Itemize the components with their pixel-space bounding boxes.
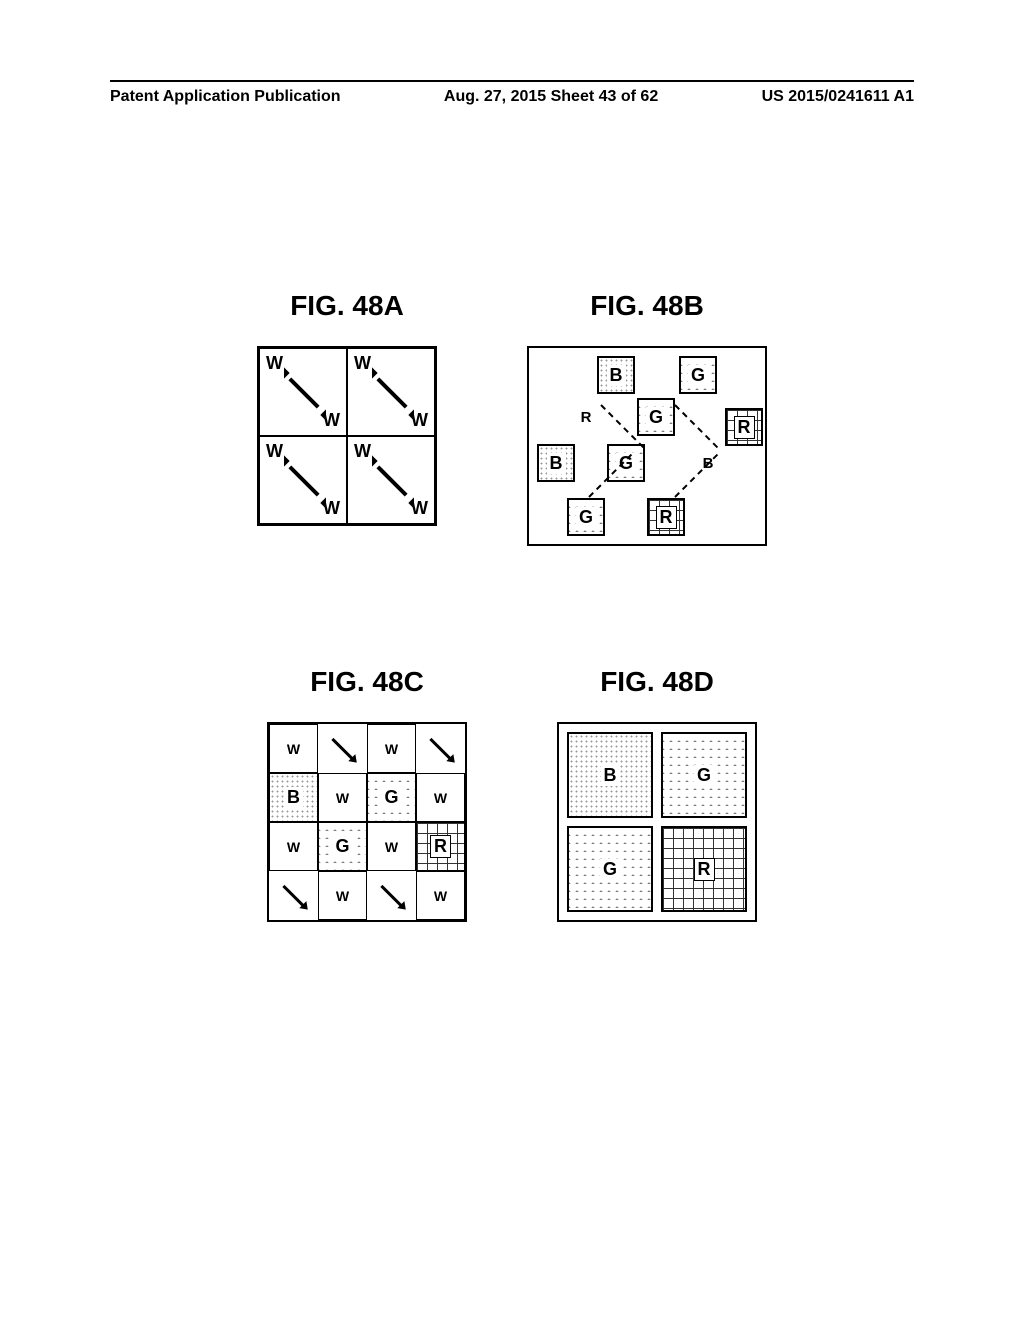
cell-label: R bbox=[430, 835, 451, 858]
diagonal-arrow-icon bbox=[370, 459, 416, 505]
figure-48d: FIG. 48D B G G R bbox=[557, 666, 757, 922]
cell-label: B bbox=[601, 765, 620, 786]
cell-label: R bbox=[694, 858, 715, 881]
pixel-cell: G bbox=[567, 826, 653, 912]
cell-label: W bbox=[385, 741, 398, 757]
cell-label: B bbox=[284, 787, 303, 808]
cell-label: G bbox=[600, 859, 620, 880]
cell-label: W bbox=[434, 888, 447, 904]
grid-cell bbox=[318, 724, 367, 773]
cell-label: G bbox=[381, 787, 401, 808]
diagonal-arrow-icon bbox=[380, 884, 403, 907]
cell-label: R bbox=[581, 409, 592, 426]
figure-48a-title: FIG. 48A bbox=[290, 290, 404, 322]
grid-cell: W bbox=[318, 773, 367, 822]
grid-cell: G bbox=[318, 822, 367, 871]
cell-label: W bbox=[287, 741, 300, 757]
diagonal-arrow-icon bbox=[429, 737, 452, 760]
grid-cell: W W bbox=[347, 436, 435, 524]
cell-label: G bbox=[616, 453, 636, 474]
figure-48b-title: FIG. 48B bbox=[590, 290, 704, 322]
cell-label: B bbox=[607, 365, 626, 386]
pixel-cell: G bbox=[661, 732, 747, 818]
grid-cell: W W bbox=[259, 348, 347, 436]
grid-cell: G bbox=[367, 773, 416, 822]
diagonal-arrow-icon bbox=[282, 884, 305, 907]
pixel-cell: G bbox=[637, 398, 675, 436]
diagonal-arrow-icon bbox=[370, 371, 416, 417]
diagonal-arrow-icon bbox=[282, 371, 328, 417]
figure-48b: FIG. 48B B G R G R B G B G R bbox=[527, 290, 767, 546]
figure-48a: FIG. 48A W W W W W W W bbox=[257, 290, 437, 546]
pixel-cell: R bbox=[661, 826, 747, 912]
grid-cell bbox=[416, 724, 465, 773]
grid-cell: W bbox=[367, 822, 416, 871]
cell-label: B bbox=[547, 453, 566, 474]
pixel-cell: G bbox=[679, 356, 717, 394]
figure-48c: FIG. 48C W W B W G W W G W R W W bbox=[267, 666, 467, 922]
grid-cell: W bbox=[416, 871, 465, 920]
figure-48d-title: FIG. 48D bbox=[600, 666, 714, 698]
pixel-cell: B bbox=[597, 356, 635, 394]
grid-cell: W W bbox=[347, 348, 435, 436]
pixel-cell: R bbox=[725, 408, 763, 446]
cell-label: W bbox=[287, 839, 300, 855]
dashed-arrow-icon bbox=[674, 404, 718, 448]
pixel-cell: G bbox=[567, 498, 605, 536]
header-left: Patent Application Publication bbox=[110, 88, 341, 106]
cell-label: G bbox=[694, 765, 714, 786]
cell-label: W bbox=[385, 839, 398, 855]
pixel-cell: B bbox=[537, 444, 575, 482]
cell-label: R bbox=[734, 416, 755, 439]
grid-cell bbox=[367, 871, 416, 920]
figure-48c-grid: W W B W G W W G W R W W bbox=[267, 722, 467, 922]
cell-label: W bbox=[434, 790, 447, 806]
cell-label: G bbox=[576, 507, 596, 528]
grid-cell: B bbox=[269, 773, 318, 822]
grid-cell: W bbox=[269, 822, 318, 871]
grid-cell: W bbox=[318, 871, 367, 920]
grid-cell: W W bbox=[259, 436, 347, 524]
cell-label: G bbox=[332, 836, 352, 857]
figure-48c-title: FIG. 48C bbox=[310, 666, 424, 698]
cell-label: G bbox=[646, 407, 666, 428]
grid-cell: W bbox=[269, 724, 318, 773]
pixel-cell: G bbox=[607, 444, 645, 482]
cell-label: G bbox=[688, 365, 708, 386]
figure-48a-grid: W W W W W W W W bbox=[257, 346, 437, 526]
pixel-cell: B bbox=[567, 732, 653, 818]
diagonal-arrow-icon bbox=[282, 459, 328, 505]
figure-48b-grid: B G R G R B G B G R bbox=[527, 346, 767, 546]
pixel-cell: R bbox=[647, 498, 685, 536]
grid-cell: W bbox=[416, 773, 465, 822]
grid-cell bbox=[269, 871, 318, 920]
header-center: Aug. 27, 2015 Sheet 43 of 62 bbox=[444, 88, 658, 106]
diagonal-arrow-icon bbox=[331, 737, 354, 760]
cell-label: R bbox=[656, 506, 677, 529]
cell-label: W bbox=[336, 888, 349, 904]
grid-cell: R bbox=[416, 822, 465, 871]
header-right: US 2015/0241611 A1 bbox=[762, 88, 914, 106]
grid-cell: W bbox=[367, 724, 416, 773]
cell-label: W bbox=[336, 790, 349, 806]
figure-48d-grid: B G G R bbox=[557, 722, 757, 922]
figures-area: FIG. 48A W W W W W W W bbox=[0, 290, 1024, 922]
pixel-cell: R bbox=[567, 398, 605, 436]
